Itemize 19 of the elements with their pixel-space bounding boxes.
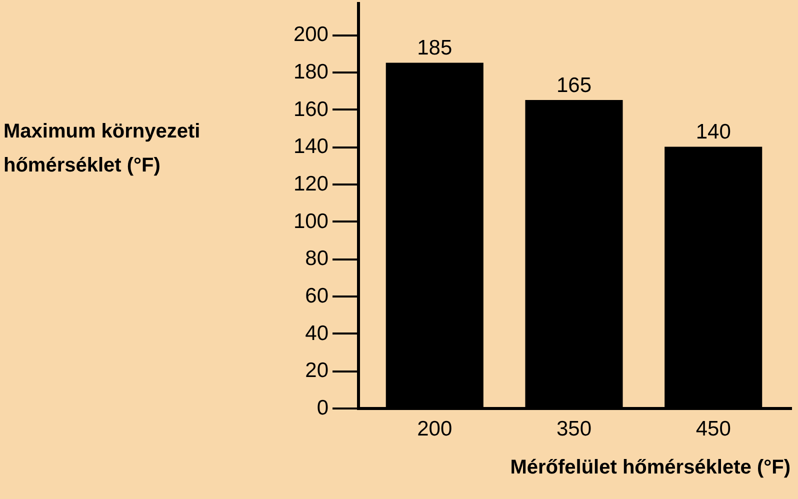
y-tick-label: 180 [293,60,328,84]
y-tick-label: 160 [293,98,328,121]
y-tick-label: 60 [305,284,328,308]
x-tick-label: 350 [556,418,592,440]
y-tick-label: 120 [293,172,328,196]
data-label: 185 [417,36,452,60]
data-label: 165 [556,74,592,98]
y-axis-title: Maximum környezeti hőmérséklet (°F) [4,120,200,176]
data-label: 140 [696,120,731,144]
y-tick-label: 100 [293,210,328,233]
y-tick-label: 200 [293,23,328,46]
y-tick-label: 140 [293,135,328,158]
x-tick-label: 450 [696,418,731,440]
y-tick-label: 20 [305,359,328,382]
y-tick-label: 40 [305,322,328,345]
x-axis-title: Mérőfelület hőmérséklete (°F) [510,456,790,478]
y-tick-label: 80 [305,247,328,270]
x-tick-label: 200 [417,418,452,440]
y-tick-label: 0 [316,396,328,420]
